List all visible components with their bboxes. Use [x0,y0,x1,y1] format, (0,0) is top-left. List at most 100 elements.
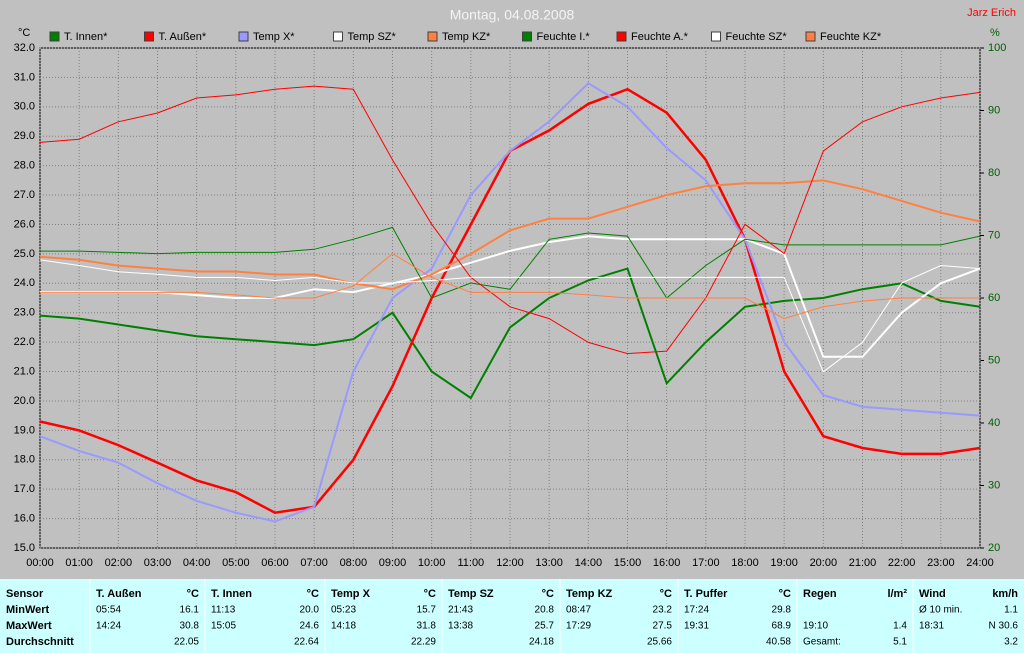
x-tick-label: 15:00 [614,557,642,569]
table-unit: °C [660,588,672,600]
row-label: Durchschnitt [6,636,74,648]
x-tick-label: 06:00 [261,557,289,569]
cell-time: 05:23 [331,605,356,616]
cell-value: 25.7 [535,621,555,632]
cell-value: 16.1 [180,605,200,616]
x-tick-label: 10:00 [418,557,446,569]
cell-value: 25.66 [647,637,672,648]
x-tick-label: 02:00 [105,557,133,569]
y2-tick-label: 30 [988,479,1000,491]
y2-axis-label: % [990,27,1000,39]
data-line [39,259,981,373]
author: Jarz Erich [967,7,1016,19]
row-label: MinWert [6,604,50,616]
cell-value: 15.7 [417,605,437,616]
legend-label: Feuchte A.* [631,31,689,43]
cell-time: 14:18 [331,621,356,632]
y2-tick-label: 50 [988,354,1000,366]
cell-value: 22.64 [294,637,319,648]
cell-value: 20.8 [535,605,555,616]
cell-time: 13:38 [448,621,473,632]
cell-time: 11:13 [211,605,236,616]
x-tick-label: 21:00 [849,557,877,569]
y-tick-label: 25.0 [14,248,35,260]
table-unit: °C [542,588,554,600]
table-header: T. Innen [211,588,252,600]
x-tick-label: 09:00 [379,557,407,569]
x-tick-label: 01:00 [65,557,93,569]
x-tick-label: 24:00 [966,557,994,569]
cell-value: 40.58 [766,637,791,648]
y-tick-label: 29.0 [14,130,35,142]
cell-time: 15:05 [211,621,236,632]
y-tick-label: 18.0 [14,454,35,466]
legend-swatch [49,31,60,42]
y2-tick-label: 40 [988,417,1000,429]
cell-value: 20.0 [300,605,320,616]
cell-time: Ø 10 min. [919,605,962,616]
y-tick-label: 28.0 [14,160,35,172]
x-tick-label: 16:00 [653,557,681,569]
legend-swatch [522,31,532,42]
cell-time: 08:47 [566,605,591,616]
cell-value: 1.4 [893,621,907,632]
cell-time: 17:29 [566,621,591,632]
legend-swatch [333,31,343,42]
table-header: Regen [803,588,837,600]
x-tick-label: 19:00 [770,557,798,569]
table-unit: km/h [992,588,1018,600]
table-unit: °C [779,588,791,600]
cell-time: 14:24 [96,621,121,632]
cell-value: 5.1 [893,637,907,648]
y-tick-label: 20.0 [14,395,35,407]
data-line [40,235,981,358]
y2-tick-label: 20 [988,542,1000,554]
legend-swatch [427,31,438,42]
cell-time: 21:43 [448,605,473,616]
y-tick-label: 26.0 [14,218,35,230]
cell-value: 3.2 [1004,637,1018,648]
legend-swatch [144,31,154,42]
y-tick-label: 19.0 [14,424,35,436]
y-tick-label: 31.0 [14,71,35,83]
cell-time: Gesamt: [803,637,841,648]
legend-label: Feuchte KZ* [820,31,882,43]
y-tick-label: 21.0 [14,365,35,377]
x-tick-label: 07:00 [300,557,328,569]
table-background [0,579,1024,653]
y-tick-label: 23.0 [14,307,35,319]
table-header: Sensor [6,588,44,600]
table-header: T. Außen [96,588,142,600]
y-tick-label: 17.0 [14,483,35,495]
table-header: Temp X [331,588,371,600]
y2-tick-label: 70 [988,229,1000,241]
x-tick-label: 13:00 [535,557,563,569]
cell-time: 19:10 [803,621,828,632]
cell-value: 24.6 [300,621,320,632]
x-tick-label: 22:00 [888,557,916,569]
cell-value: 29.8 [772,605,792,616]
x-tick-label: 11:00 [457,557,484,569]
row-label: MaxWert [6,620,52,632]
table-unit: °C [424,588,436,600]
x-tick-label: 03:00 [144,557,172,569]
table-unit: °C [187,588,199,600]
data-line [40,252,980,320]
y2-tick-label: 80 [988,167,1000,179]
x-tick-label: 20:00 [810,557,838,569]
cell-value: 22.29 [411,637,436,648]
x-tick-label: 17:00 [692,557,720,569]
cell-time: 17:24 [684,605,709,616]
legend-label: T. Außen* [159,31,207,43]
y-tick-label: 15.0 [14,542,35,554]
legend-label: Temp SZ* [348,31,397,43]
legend-swatch [711,31,721,42]
legend-label: Temp KZ* [442,31,491,43]
data-line [39,267,981,400]
table-header: T. Puffer [684,588,728,600]
y-tick-label: 32.0 [14,42,35,54]
table-header: Temp SZ [448,588,494,600]
x-tick-label: 18:00 [731,557,759,569]
x-tick-label: 23:00 [927,557,955,569]
